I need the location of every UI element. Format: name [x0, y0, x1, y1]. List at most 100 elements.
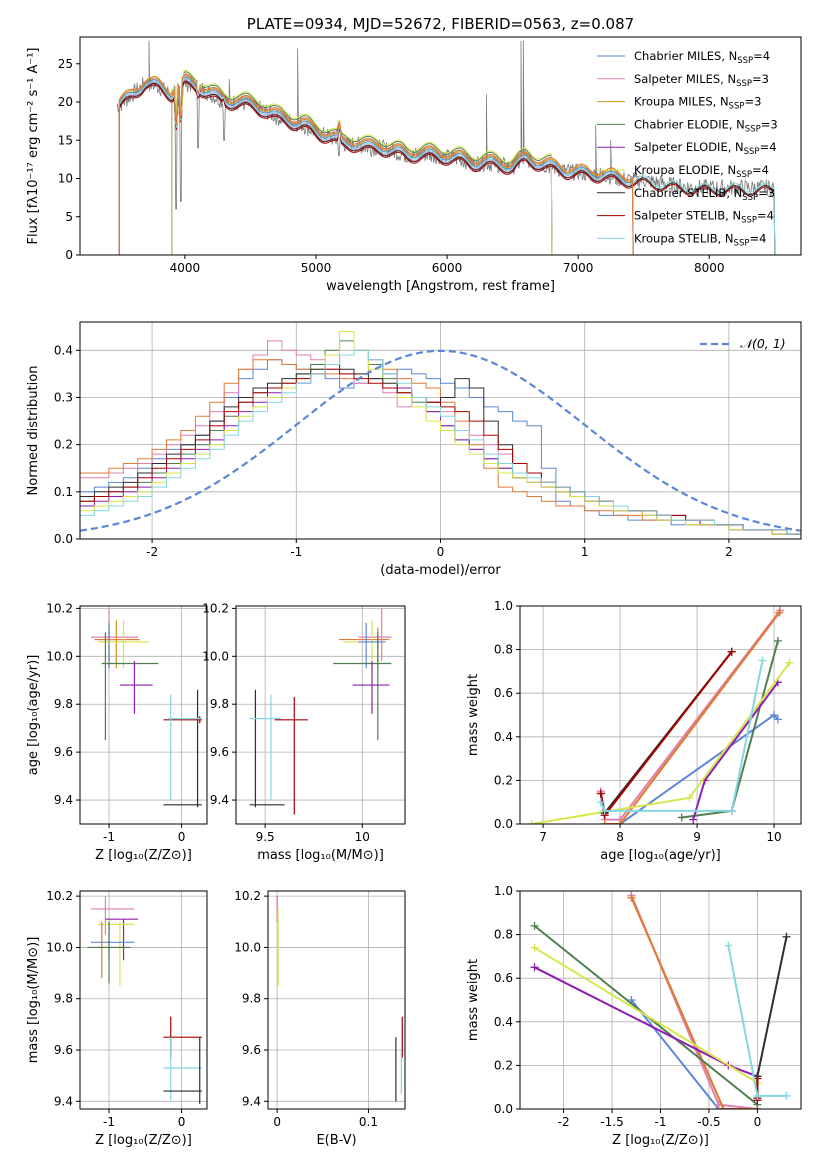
- age_vs_mass-frame: [235, 605, 406, 825]
- mass_vs_Z-panel: -1 0 9.4 9.6 9.8 10.0 10.2 Z [log₁₀(Z/Z⊙)] mass …: [26, 889, 208, 1148]
- x-axis-label: mass [log₁₀(M/M⊙)]: [257, 848, 384, 863]
- legend-entry: Kroupa MILES, NSSP=3: [634, 95, 761, 112]
- y-axis-label: Normed distribution: [26, 366, 41, 496]
- x-tick-label: 10: [766, 830, 781, 844]
- y-tick-label: 10.0: [234, 940, 261, 954]
- legend-tail: =4: [757, 209, 774, 223]
- x-tick-label: 5000: [301, 261, 332, 275]
- point-marker: [758, 656, 767, 665]
- weight-series: [630, 897, 758, 1109]
- y-tick-label: 10.0: [46, 940, 73, 954]
- x-axis-label: age [log₁₀(age/yr)]: [600, 848, 721, 863]
- error-bar: [119, 661, 153, 714]
- point-marker: [616, 820, 625, 824]
- error-bar: [163, 716, 202, 724]
- legend-subscript: SSP: [741, 216, 757, 226]
- legend-label: Kroupa ELODIE, N: [634, 163, 736, 177]
- weight_vs_age-panel: 7 8 9 10 0.0 0.2 0.4 0.6 0.8 1.0 age [log₁₀(age/yr…: [466, 599, 802, 863]
- legend-label: Kroupa STELIB, N: [634, 231, 734, 245]
- error-bar: [101, 632, 159, 741]
- y-axis-label: mass weight: [466, 674, 481, 756]
- weight-series: [533, 946, 758, 1084]
- legend-subscript: SSP: [744, 147, 760, 157]
- model-spectrum: [118, 81, 776, 255]
- legend-subscript: SSP: [745, 124, 761, 134]
- point-marker: [773, 715, 782, 724]
- weight-series: [604, 611, 781, 824]
- error-bar: [249, 689, 285, 808]
- legend-label: 𝒩(0, 1): [740, 336, 786, 351]
- legend-label: Salpeter STELIB, N: [634, 209, 741, 223]
- y-tick-label: 0.8: [494, 928, 513, 942]
- y-tick-label: 9.4: [242, 1094, 261, 1108]
- x-axis-label: Z [log₁₀(Z/Z⊙)]: [95, 848, 192, 863]
- error-bar: [352, 661, 390, 714]
- x-axis-label: wavelength [Angstrom, rest frame]: [326, 279, 555, 294]
- model-spectrum: [118, 75, 634, 255]
- point-marker: [773, 636, 782, 645]
- x-axis-label: E(B-V): [316, 1133, 356, 1148]
- error-bar: [98, 620, 149, 669]
- x-tick-label: 0: [178, 1115, 186, 1129]
- error-bar: [358, 622, 386, 669]
- point-marker: [719, 1105, 728, 1109]
- legend-subscript: SSP: [737, 56, 753, 66]
- chart-title: PLATE=0934, MJD=52672, FIBERID=0563, z=0…: [247, 15, 634, 33]
- model-spectrum: [171, 71, 553, 255]
- y-tick-label: 0.2: [494, 1058, 513, 1072]
- gaussian-curve: [80, 349, 801, 532]
- x-tick-label: 0: [437, 545, 445, 559]
- y-tick-label: 0.4: [494, 730, 513, 744]
- model-spectrum: [118, 73, 634, 255]
- weight_vs_Z-plot-area: [530, 891, 791, 1109]
- weight-series: [681, 640, 779, 819]
- legend-entry: Chabrier STELIB, NSSP=3: [634, 186, 775, 203]
- residuals-panel: -2 -1 0 1 2 0.0 0.1 0.2 0.3 0.4 (data-model)/error…: [26, 321, 802, 578]
- x-tick-label: -1: [290, 545, 302, 559]
- y-tick-label: 0.3: [54, 390, 73, 404]
- y-tick-label: 9.6: [242, 1043, 261, 1057]
- legend-tail: =3: [752, 72, 769, 86]
- legend-entry: Salpeter ELODIE, NSSP=4: [634, 140, 777, 157]
- y-tick-label: 9.8: [54, 992, 73, 1006]
- y-tick-label: 9.4: [210, 793, 229, 807]
- error-bar: [98, 622, 128, 669]
- error-bar: [249, 694, 281, 801]
- legend-tail: =3: [744, 95, 761, 109]
- y-tick-label: 15: [58, 133, 73, 147]
- legend-tail: =3: [758, 186, 775, 200]
- x-tick-label: -2: [146, 545, 158, 559]
- y-tick-label: 25: [58, 57, 73, 71]
- spectrum-frame: [79, 36, 802, 256]
- y-tick-label: 0.4: [54, 343, 73, 357]
- y-tick-label: 0.8: [494, 643, 513, 657]
- weight_vs_age-plot-area: [527, 606, 794, 824]
- legend-label: Kroupa MILES, N: [634, 95, 729, 109]
- mass_vs_Z-plot-area: [87, 896, 202, 1104]
- point-marker: [775, 608, 784, 617]
- y-axis-label: age [log₁₀(age/yr)]: [26, 655, 41, 776]
- legend-tail: =4: [760, 140, 777, 154]
- x-tick-label: 8: [616, 830, 624, 844]
- y-axis-label: Flux [fλ10⁻¹⁷ erg cm⁻² s⁻¹ A⁻¹]: [26, 48, 41, 245]
- y-tick-label: 0.2: [494, 773, 513, 787]
- y-tick-label: 0.6: [494, 686, 513, 700]
- y-tick-label: 10.2: [234, 889, 261, 903]
- x-tick-label: -0.5: [697, 1115, 720, 1129]
- error-bar: [98, 921, 135, 986]
- y-tick-label: 9.4: [54, 793, 73, 807]
- y-tick-label: 0.0: [54, 532, 73, 546]
- x-tick-label: 7000: [563, 261, 594, 275]
- point-marker: [785, 658, 794, 667]
- legend-tail: =4: [753, 49, 770, 63]
- legend-subscript: SSP: [729, 102, 745, 112]
- point-marker: [530, 943, 539, 952]
- legend-entry: Chabrier MILES, NSSP=4: [634, 49, 770, 66]
- y-tick-label: 10.2: [202, 601, 229, 615]
- weight_vs_age-frame: [519, 605, 802, 825]
- x-tick-label: 0: [754, 1115, 762, 1129]
- error-bar: [342, 620, 386, 669]
- age_vs_Z-panel: -1 0 9.4 9.6 9.8 10.0 10.2 Z [log₁₀(Z/Z⊙)] age […: [26, 601, 208, 863]
- legend-label: Salpeter ELODIE, N: [634, 140, 744, 154]
